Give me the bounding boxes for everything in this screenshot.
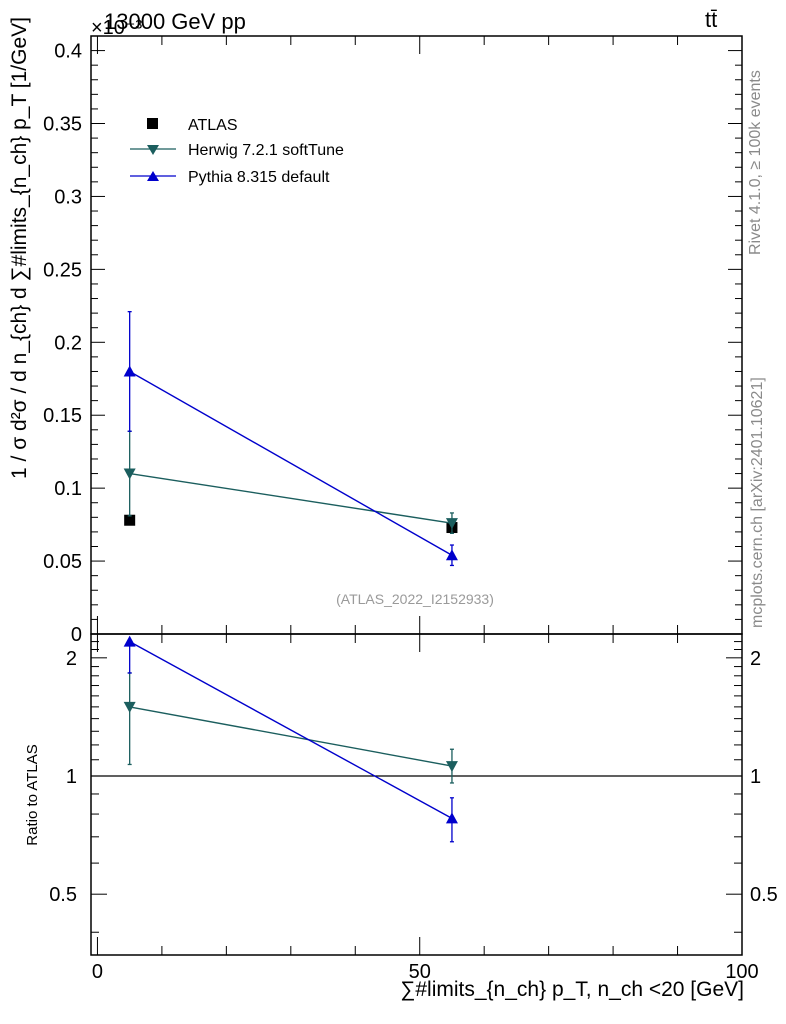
ratio-y-tick-label-right: 2 xyxy=(750,648,761,670)
main-panel: 0 0.05 0.1 0.15 0.2 0.25 0.3 0.35 0.4 xyxy=(43,35,743,646)
ratio-y-tick-label: 2 xyxy=(66,648,77,670)
ratio-line-herwig xyxy=(129,706,453,767)
main-y-axis: 0 0.05 0.1 0.15 0.2 0.25 0.3 0.35 0.4 xyxy=(43,41,742,646)
x-tick-label: 100 xyxy=(725,961,758,983)
main-y-tick-label: 0.4 xyxy=(54,41,82,63)
main-x-ticks xyxy=(96,36,743,634)
main-y-tick-label: 0.15 xyxy=(43,405,82,427)
main-y-tick-label: 0.3 xyxy=(54,186,82,208)
ratio-point-herwig xyxy=(445,761,458,773)
data-point-atlas xyxy=(124,514,136,526)
collision-label: 13000 GeV pp xyxy=(104,9,246,34)
main-series xyxy=(123,311,458,567)
ratio-y-tick-label: 0.5 xyxy=(49,884,77,906)
ratio-line-pythia xyxy=(129,640,453,819)
process-label: tt̄ xyxy=(705,7,717,32)
data-point-herwig xyxy=(123,468,136,480)
series-line-pythia xyxy=(129,370,453,556)
legend-marker-herwig xyxy=(147,145,159,155)
ratio-panel: 0.5 0.5 1 1 2 2 0 50 100 xyxy=(49,633,778,983)
ratio-y-tick-label: 1 xyxy=(66,766,77,788)
series-line-herwig xyxy=(129,472,453,524)
legend-label-herwig: Herwig 7.2.1 softTune xyxy=(188,142,344,159)
x-tick-label: 0 xyxy=(92,961,103,983)
ratio-point-pythia xyxy=(123,635,136,647)
ratio-y-axis-label: Ratio to ATLAS xyxy=(24,744,41,845)
ratio-y-axis: 0.5 0.5 1 1 2 2 xyxy=(49,641,778,933)
main-y-tick-label: 0.35 xyxy=(43,114,82,136)
ratio-y-tick-label-right: 1 xyxy=(750,766,761,788)
ratio-point-pythia xyxy=(445,812,458,824)
exponent-label: ×10⁻³ xyxy=(91,17,142,39)
legend-label-atlas: ATLAS xyxy=(188,117,238,134)
x-axis: 0 50 100 xyxy=(92,634,759,983)
ratio-point-herwig xyxy=(123,701,136,713)
analysis-annotation: (ATLAS_2022_I2152933) xyxy=(336,591,494,607)
main-y-tick-label: 0.05 xyxy=(43,551,82,573)
main-y-tick-label: 0 xyxy=(71,624,82,646)
legend: ATLAS Herwig 7.2.1 softTune Pythia 8.315… xyxy=(130,117,344,186)
legend-marker-atlas xyxy=(147,118,158,129)
main-y-axis-label: 1 / σ d²σ / d n_{ch} d ∑#limits_{n_ch} p… xyxy=(8,17,31,479)
ratio-frame xyxy=(90,633,743,956)
ratio-y-tick-label-right: 0.5 xyxy=(750,884,778,906)
ratio-series xyxy=(123,635,458,843)
main-y-tick-label: 0.1 xyxy=(54,478,82,500)
legend-marker-pythia xyxy=(147,171,159,181)
legend-label-pythia: Pythia 8.315 default xyxy=(188,169,330,186)
data-point-pythia xyxy=(445,549,458,561)
data-point-herwig xyxy=(445,518,458,530)
mcplots-text: mcplots.cern.ch [arXiv:2401.10621] xyxy=(749,377,766,628)
x-tick-label: 50 xyxy=(409,961,431,983)
rivet-version-text: Rivet 4.1.0, ≥ 100k events xyxy=(747,70,764,255)
main-y-tick-label: 0.2 xyxy=(54,332,82,354)
main-y-tick-label: 0.25 xyxy=(43,259,82,281)
data-point-pythia xyxy=(123,365,136,377)
x-axis-label: ∑#limits_{n_ch} p_T, n_ch <20 [GeV] xyxy=(400,978,744,1001)
